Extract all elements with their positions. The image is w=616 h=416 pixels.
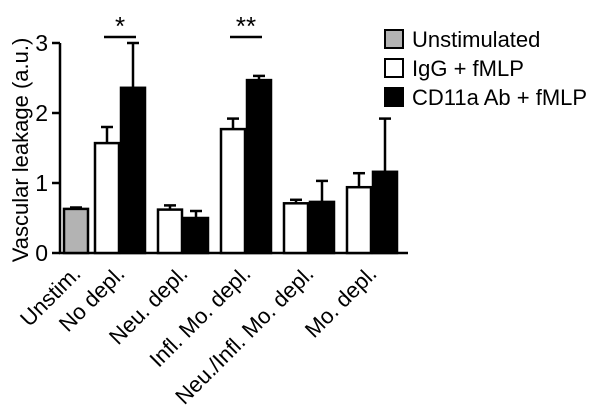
bar-cd11a-ab-fmlp bbox=[245, 78, 273, 255]
legend-label: Unstimulated bbox=[412, 27, 540, 52]
legend-label: CD11a Ab + fMLP bbox=[412, 85, 587, 110]
bar-cd11a-ab-fmlp bbox=[371, 170, 399, 255]
significance-marker: * bbox=[115, 11, 125, 41]
bar-cd11a-ab-fmlp bbox=[182, 216, 210, 255]
bar-cd11a-ab-fmlp bbox=[119, 86, 147, 255]
legend-label: IgG + fMLP bbox=[412, 56, 524, 81]
bar-igg-fmlp bbox=[345, 185, 373, 255]
bar-unstimulated bbox=[62, 207, 90, 255]
y-tick-label: 2 bbox=[35, 100, 48, 126]
bar-igg-fmlp bbox=[93, 141, 121, 255]
y-axis-label: Vascular leakage (a.u.) bbox=[8, 38, 33, 263]
bar-cd11a-ab-fmlp bbox=[308, 200, 336, 255]
legend-swatch bbox=[384, 29, 404, 49]
significance-marker: ** bbox=[236, 11, 256, 41]
legend-swatch bbox=[384, 58, 404, 78]
y-tick-label: 3 bbox=[35, 30, 48, 56]
bar-igg-fmlp bbox=[156, 208, 184, 255]
y-tick-label: 0 bbox=[35, 240, 48, 266]
bar-igg-fmlp bbox=[282, 202, 310, 255]
y-tick-label: 1 bbox=[35, 170, 48, 196]
bar-igg-fmlp bbox=[219, 127, 247, 255]
legend-swatch bbox=[384, 87, 404, 107]
